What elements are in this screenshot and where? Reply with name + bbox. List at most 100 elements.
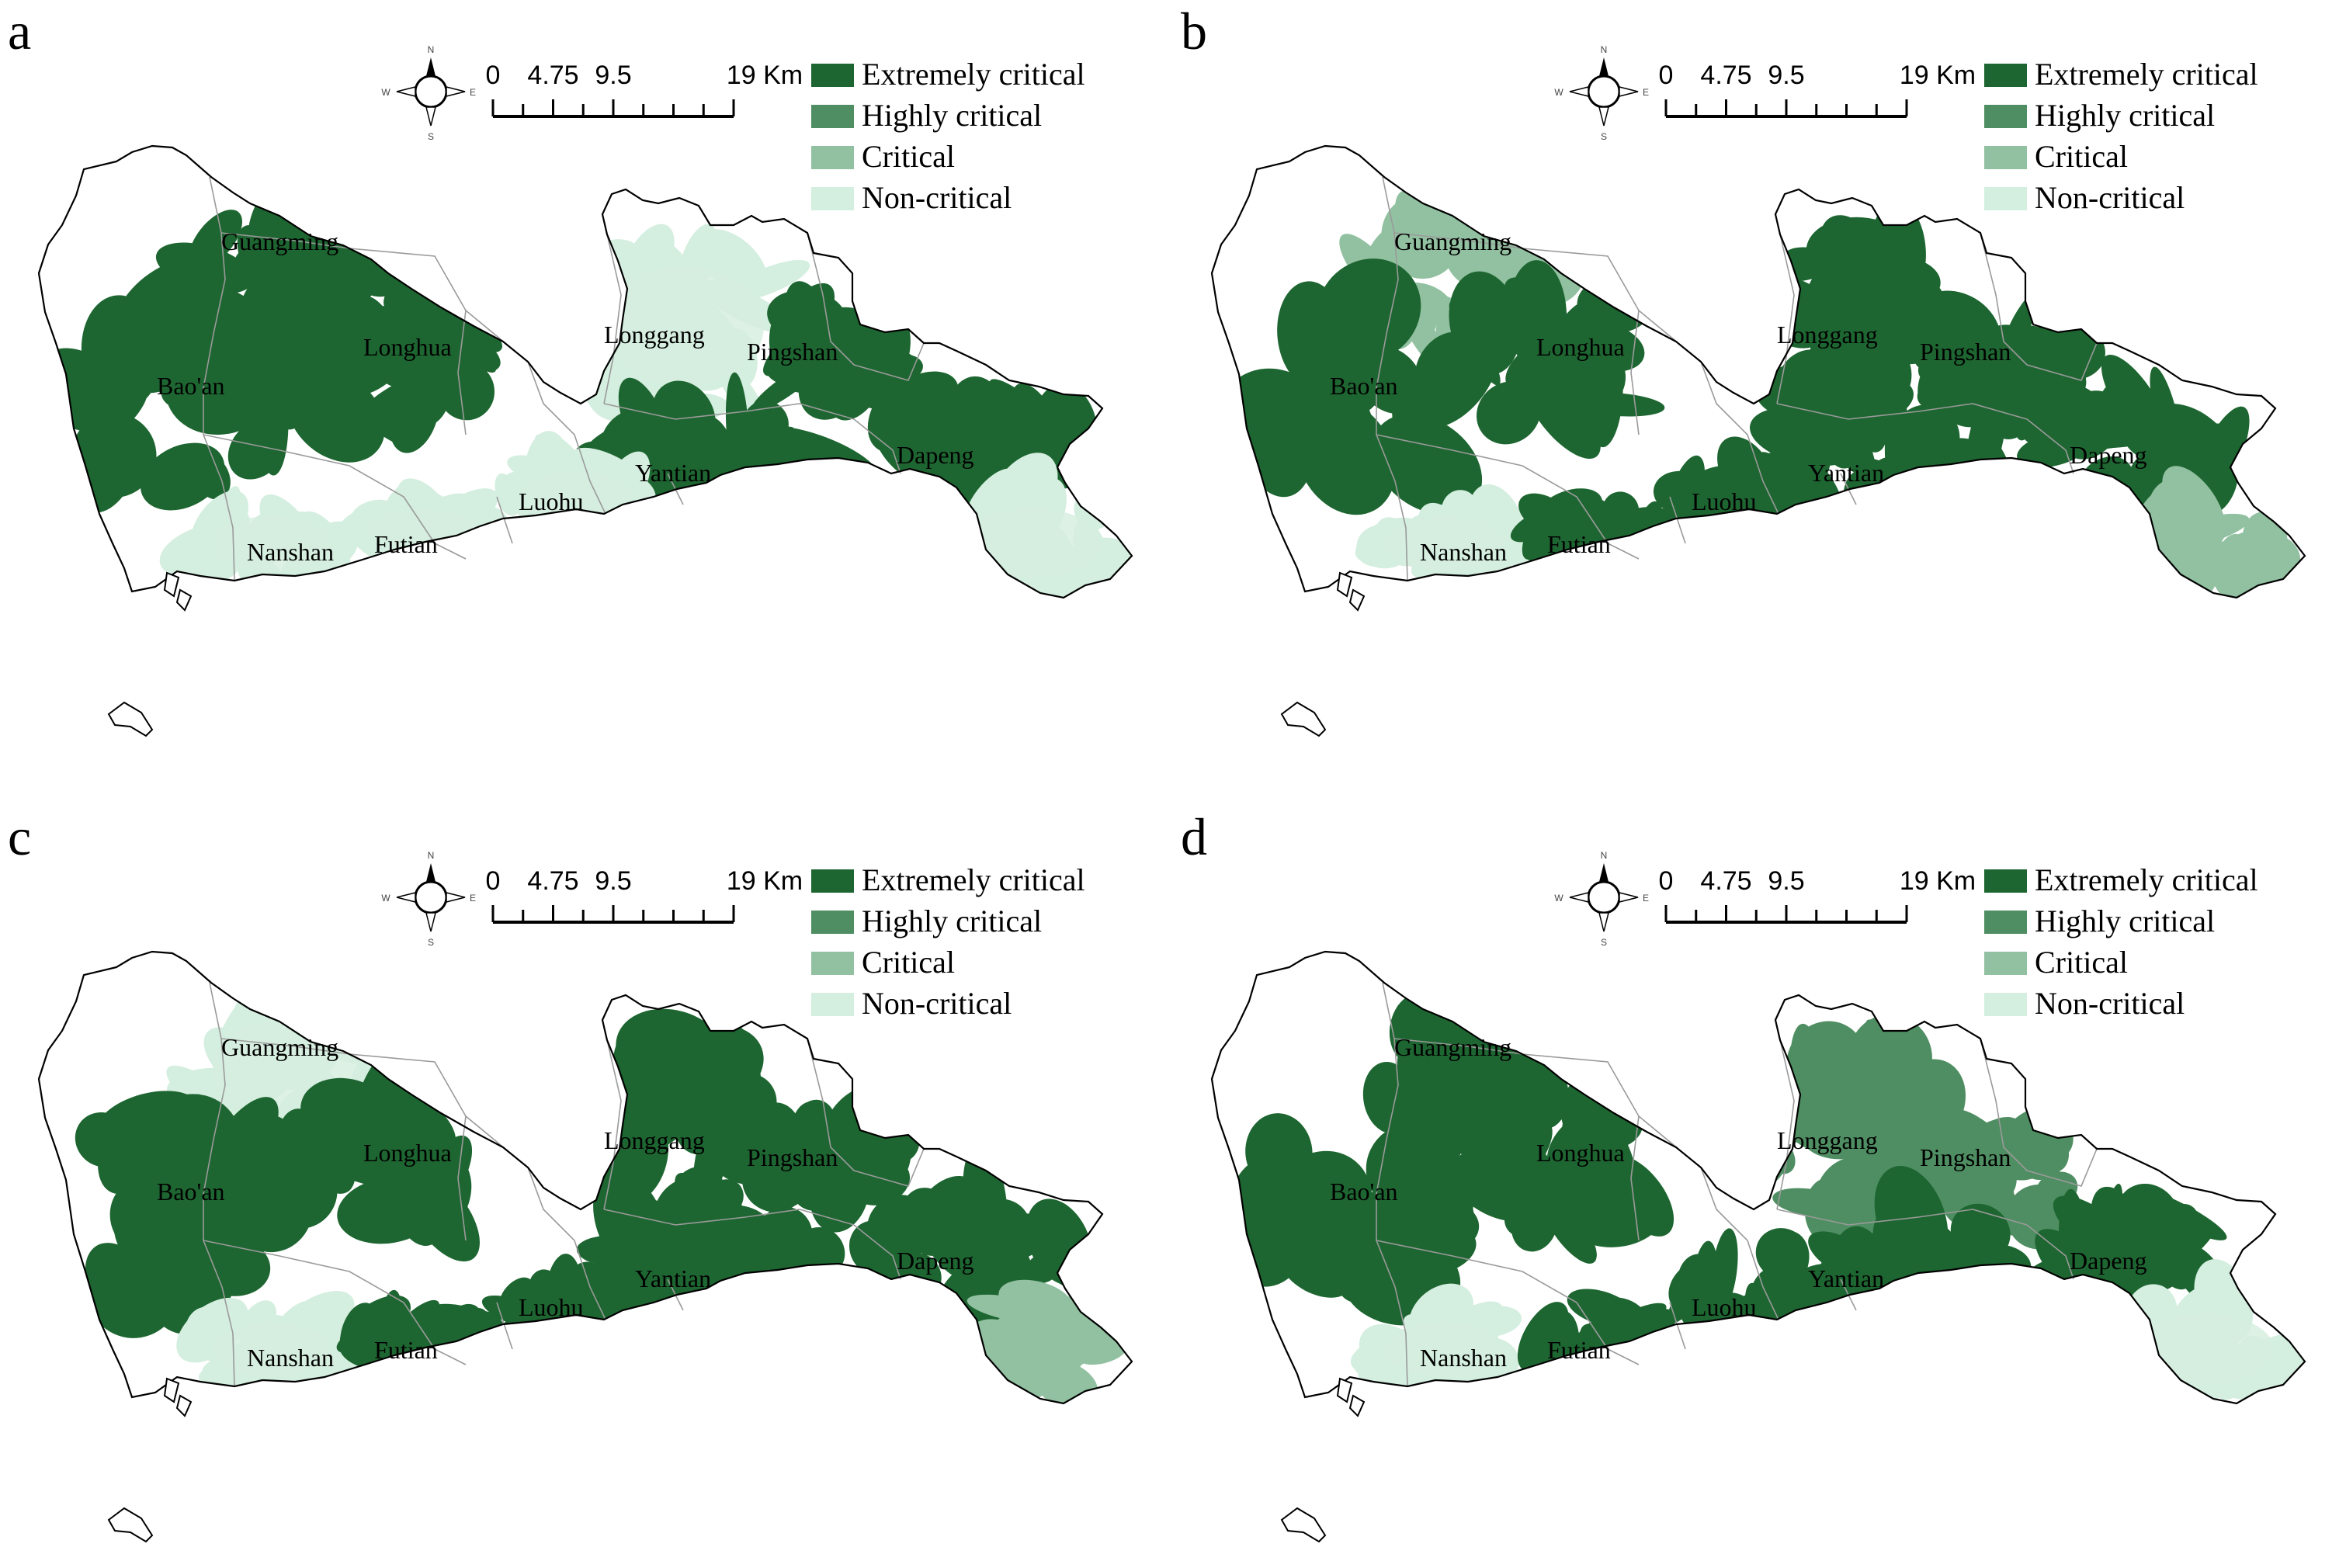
legend-label: Non-critical bbox=[2035, 180, 2185, 215]
patch-guangming bbox=[352, 217, 381, 241]
patch-longhua bbox=[300, 1145, 399, 1188]
compass-n-label: N bbox=[1601, 850, 1608, 861]
patch-longhua bbox=[279, 345, 323, 410]
legend-swatch bbox=[1984, 146, 2027, 169]
patch-pingshan bbox=[1934, 317, 2003, 370]
compass-w-label: W bbox=[1554, 893, 1563, 904]
legend-label: Critical bbox=[862, 945, 955, 980]
district-label-longgang: Longgang bbox=[1777, 1126, 1878, 1154]
scale-label: 4.75 bbox=[1700, 61, 1751, 90]
patch-baoan bbox=[211, 1172, 278, 1242]
legend-swatch bbox=[811, 187, 854, 210]
district-label-pingshan: Pingshan bbox=[1920, 338, 2011, 366]
patch-pingshan bbox=[842, 1171, 897, 1203]
patch-se bbox=[2162, 466, 2226, 546]
compass-w-label: W bbox=[1554, 87, 1563, 98]
patch-baoan bbox=[1253, 1212, 1306, 1276]
legend-label: Highly critical bbox=[862, 904, 1043, 938]
panel-label: a bbox=[8, 2, 32, 61]
patch-dapeng bbox=[2118, 403, 2156, 430]
compass-n-label: N bbox=[1601, 44, 1608, 55]
district-label-longgang: Longgang bbox=[604, 321, 705, 349]
patch-nanshan bbox=[186, 508, 233, 564]
district-label-guangming: Guangming bbox=[1394, 1033, 1511, 1061]
patch-se bbox=[984, 1306, 1044, 1369]
island bbox=[1348, 588, 1366, 612]
patch-baoan bbox=[193, 455, 231, 500]
district-label-dapeng: Dapeng bbox=[897, 1247, 974, 1275]
district-boundaries bbox=[203, 982, 925, 1387]
patch-baoan bbox=[109, 1178, 183, 1255]
district-label-nanshan: Nanshan bbox=[1420, 538, 1507, 566]
map-canvas: Guangming Longhua Bao'an Longgang Pingshan Da… bbox=[1210, 850, 2306, 1543]
patch-baoan bbox=[96, 1091, 200, 1150]
patch-longhua bbox=[1504, 277, 1550, 317]
district-label-nanshan: Nanshan bbox=[247, 1344, 334, 1372]
criticality-patches bbox=[47, 168, 1132, 598]
patch-yantian bbox=[1889, 476, 1944, 536]
patch-dapeng bbox=[951, 1240, 1041, 1270]
island bbox=[175, 1394, 193, 1417]
patch-yantian bbox=[681, 1229, 765, 1284]
patch-se bbox=[2216, 533, 2254, 593]
legend-swatch bbox=[1984, 993, 2027, 1016]
patch-longhua bbox=[419, 1135, 473, 1214]
scale-label: 19 Km bbox=[727, 61, 803, 90]
district-label-dapeng: Dapeng bbox=[2070, 441, 2147, 469]
patch-yantian bbox=[1808, 1231, 1878, 1280]
compass-e-label: E bbox=[1643, 87, 1649, 98]
compass-e-label: E bbox=[1643, 893, 1649, 904]
patch-luohu bbox=[1665, 455, 1706, 536]
patch-longgang bbox=[1820, 215, 1894, 308]
patch-wash bbox=[519, 472, 630, 522]
map-panel-a: Guangming Longhua Bao'an Longgang Pingshan Da… bbox=[0, 0, 1173, 762]
legend-swatch bbox=[811, 952, 854, 975]
legend-swatch bbox=[811, 105, 854, 128]
island bbox=[1336, 1377, 1353, 1403]
district-label-yantian: Yantian bbox=[635, 1264, 711, 1292]
patch-longhua bbox=[1532, 373, 1607, 437]
compass-s-label: S bbox=[428, 937, 434, 948]
patch-baoan bbox=[1293, 312, 1387, 418]
legend-swatch bbox=[811, 869, 854, 893]
district-label-yantian: Yantian bbox=[635, 459, 711, 487]
legend-label: Critical bbox=[2035, 139, 2128, 174]
compass-n-label: N bbox=[428, 44, 435, 55]
legend-label: Critical bbox=[2035, 945, 2128, 980]
scale-label: 19 Km bbox=[1900, 61, 1976, 90]
legend-swatch bbox=[1984, 911, 2027, 934]
district-label-futian: Futian bbox=[374, 530, 438, 558]
patch-longgang bbox=[1772, 1188, 1849, 1217]
district-label-baoan: Bao'an bbox=[157, 372, 225, 400]
patch-baoan bbox=[1310, 394, 1362, 480]
scale-label: 19 Km bbox=[727, 866, 803, 896]
patch-pingshan bbox=[742, 1150, 807, 1212]
legend-swatch bbox=[1984, 952, 2027, 975]
patch-baoan bbox=[1342, 1192, 1408, 1280]
patch-yantian bbox=[1950, 1203, 2011, 1261]
district-label-yantian: Yantian bbox=[1808, 1264, 1884, 1292]
patch-wash bbox=[2137, 1313, 2274, 1385]
map-panel-c: Guangming Longhua Bao'an Longgang Pingshan Da… bbox=[0, 806, 1173, 1568]
patch-guangming bbox=[1404, 1037, 1473, 1088]
patch-dapeng bbox=[849, 1232, 897, 1261]
legend-swatch bbox=[811, 993, 854, 1016]
patch-longhua bbox=[1547, 300, 1594, 367]
patch-longhua bbox=[1605, 1155, 1674, 1237]
scale-label: 0 bbox=[486, 61, 501, 90]
patch-luohu bbox=[1709, 480, 1741, 518]
criticality-patches bbox=[1213, 978, 2305, 1403]
legend-label: Extremely critical bbox=[862, 862, 1085, 897]
patch-baoan bbox=[1414, 331, 1480, 404]
patch-dapeng bbox=[2047, 428, 2075, 456]
district-label-dapeng: Dapeng bbox=[897, 441, 974, 469]
legend-label: Non-critical bbox=[2035, 986, 2185, 1021]
north-arrow-icon: N S E W bbox=[1554, 44, 1649, 142]
scale-label: 0 bbox=[1659, 866, 1674, 896]
island bbox=[163, 1377, 180, 1403]
district-label-guangming: Guangming bbox=[1394, 227, 1511, 255]
district-label-futian: Futian bbox=[374, 1336, 438, 1364]
map-panel-b: Guangming Longhua Bao'an Longgang Pingshan Da… bbox=[1173, 0, 2346, 762]
district-label-longhua: Longhua bbox=[363, 1139, 452, 1167]
north-arrow-icon: N S E W bbox=[1554, 850, 1649, 948]
